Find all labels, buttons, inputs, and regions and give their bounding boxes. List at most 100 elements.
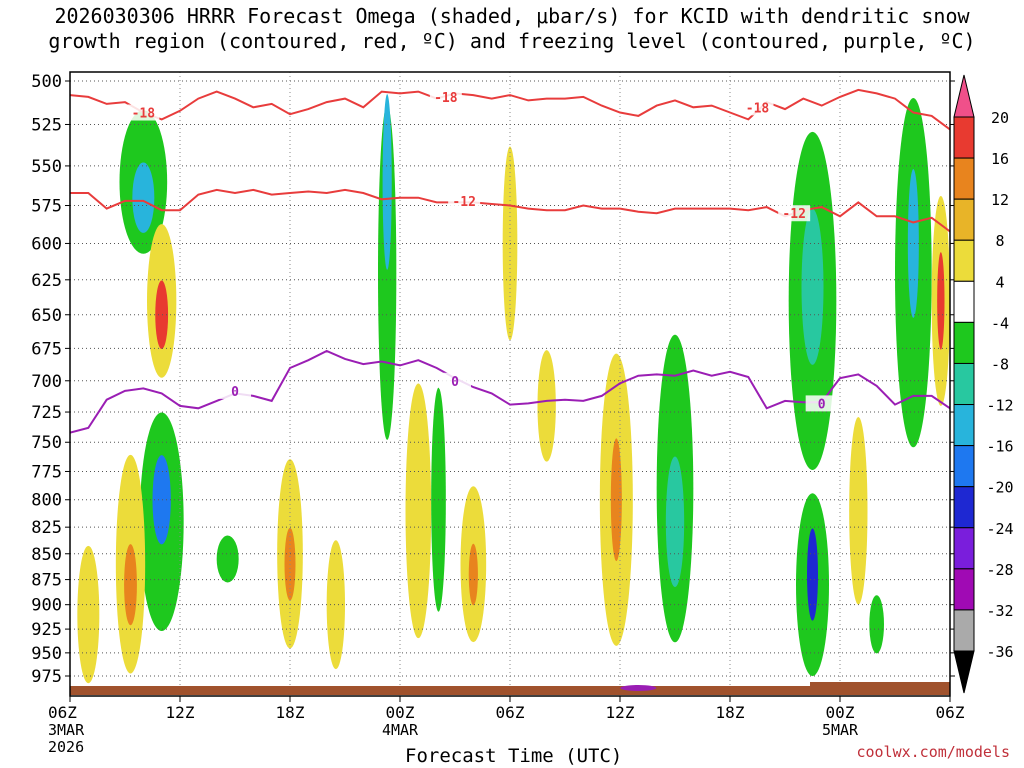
x-tick-label: 12Z [606, 703, 635, 722]
y-tick-label: 925 [31, 620, 62, 640]
colorbar-label: 16 [991, 150, 1009, 168]
chart-title-line1: 2026030306 HRRR Forecast Omega (shaded, … [54, 4, 970, 28]
omega-cell-34 [326, 540, 346, 670]
contour-label-0: 0 [818, 397, 826, 412]
colorbar-label: -16 [986, 438, 1013, 456]
contour-label-bg [805, 395, 838, 412]
contour-label-bg [778, 205, 811, 222]
y-tick-label: 650 [31, 306, 62, 326]
omega-cell-14 [405, 383, 432, 639]
colorbar-band [953, 568, 975, 611]
omega-cell-11 [216, 535, 239, 583]
colorbar-band [953, 116, 975, 159]
colorbar-band [953, 362, 975, 406]
colorbar: 20 16 12 8 4 -4 -8 -12 -16 -20 -24 -28 -32 -36 [953, 74, 1014, 694]
contour-label-bg [741, 99, 774, 116]
colorbar-band [953, 486, 975, 529]
omega-cell-32 [537, 350, 556, 462]
colorbar-band [953, 157, 975, 200]
contour-label-bg [127, 104, 160, 121]
contour-label--12: -12 [452, 195, 475, 210]
contour-label-bg [429, 88, 462, 105]
y-tick-label: 700 [31, 372, 62, 392]
x-tick-year: 2026 [48, 738, 84, 756]
contour-line--18 [70, 88, 950, 131]
colorbar-label: -36 [986, 643, 1013, 661]
omega-cell-21 [665, 456, 685, 588]
colorbar-band [953, 321, 975, 364]
omega-cell-12 [378, 105, 397, 440]
colorbar-label: -8 [991, 355, 1009, 373]
y-tick-label: 500 [31, 72, 62, 92]
y-tick-label: 625 [31, 271, 62, 291]
y-tick-label: 550 [31, 157, 62, 177]
x-tick-label: 18Z [716, 703, 745, 722]
x-tick-label: 12Z [166, 703, 195, 722]
colorbar-band [953, 239, 975, 282]
y-tick-label: 850 [31, 545, 62, 565]
colorbar-label: 8 [995, 232, 1004, 250]
omega-cell-7 [124, 544, 137, 626]
y-tick-label: 525 [31, 115, 62, 135]
x-tick-label: 06Z [496, 703, 525, 722]
contour-label-0: 0 [451, 375, 459, 390]
credit-text: coolwx.com/models [856, 743, 1010, 761]
omega-cell-23 [801, 208, 824, 365]
y-tick-label: 825 [31, 518, 62, 538]
colorbar-band [953, 198, 975, 241]
omega-cell-8 [77, 545, 100, 684]
x-axis-label: Forecast Time (UTC) [405, 745, 623, 767]
omega-cell-17 [468, 543, 478, 606]
omega-cell-30 [849, 416, 868, 605]
colorbar-label: 12 [991, 191, 1009, 209]
colorbar-bottom-arrow [953, 650, 975, 694]
contour-label-bg [439, 372, 471, 389]
omega-cell-29 [937, 252, 945, 350]
contour-line-0 [70, 349, 950, 434]
colorbar-band [953, 609, 975, 652]
temperature-contours: -18 -18 -18 -12 -12 0 0 0 [70, 88, 950, 434]
contour-label-bg [448, 192, 481, 209]
contour-label-0: 0 [231, 385, 239, 400]
colorbar-label: -24 [986, 520, 1013, 538]
omega-shading [77, 94, 950, 684]
x-tick-date: 3MAR [48, 721, 85, 739]
contour-label--18: -18 [746, 101, 770, 116]
colorbar-band [953, 527, 975, 570]
y-tick-label: 875 [31, 571, 62, 591]
y-tick-label: 900 [31, 596, 62, 616]
x-tick-label: 18Z [276, 703, 305, 722]
colorbar-band [953, 280, 975, 323]
y-tick-label: 775 [31, 462, 62, 482]
y-tick-label: 675 [31, 339, 62, 359]
y-tick-label: 750 [31, 433, 62, 453]
contour-label--18: -18 [434, 91, 458, 106]
y-tick-label: 800 [31, 491, 62, 511]
y-tick-label: 575 [31, 197, 62, 217]
colorbar-top-arrow [953, 74, 975, 118]
terrain-rise [810, 682, 950, 687]
colorbar-band [953, 404, 975, 447]
x-tick-date: 5MAR [822, 721, 859, 739]
y-tick-label: 725 [31, 403, 62, 423]
colorbar-label: 20 [991, 109, 1009, 127]
omega-cell-13 [382, 94, 392, 270]
chart-title-line2: growth region (contoured, red, ºC) and f… [48, 29, 976, 53]
omega-cell-1 [132, 162, 155, 233]
colorbar-label: 4 [995, 273, 1004, 291]
y-tick-label: 600 [31, 234, 62, 254]
colorbar-label: -28 [986, 561, 1013, 579]
terrain-strip [70, 682, 950, 695]
terrain-bar [70, 686, 950, 695]
x-tick-label: 00Z [386, 703, 415, 722]
contour-label-bg [219, 382, 251, 399]
colorbar-band [953, 445, 975, 488]
colorbar-label: -32 [986, 602, 1013, 620]
omega-cell-19 [610, 438, 622, 562]
chart-title: 2026030306 HRRR Forecast Omega (shaded, … [0, 4, 1024, 54]
x-tick-date: 4MAR [382, 721, 419, 739]
freezing-surface-blob [620, 685, 657, 691]
x-tick-label: 00Z [826, 703, 855, 722]
